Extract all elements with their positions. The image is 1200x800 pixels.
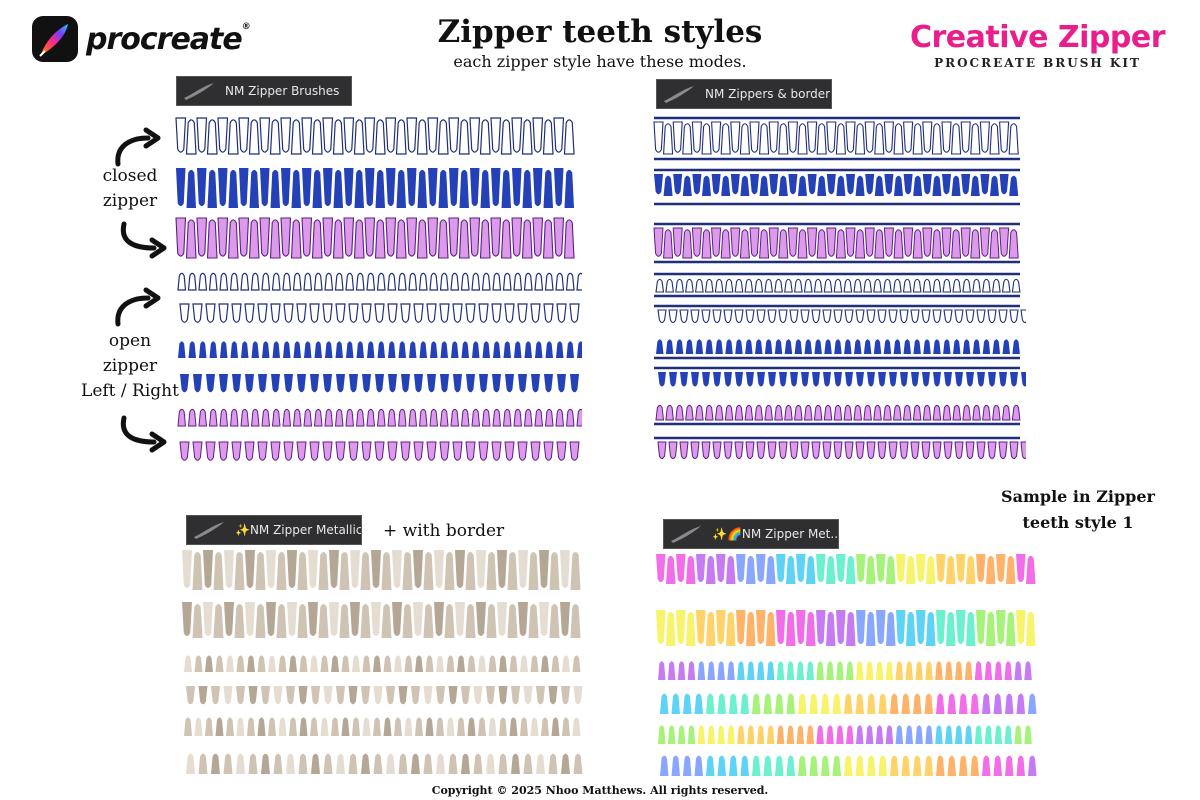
zipper-teeth-row — [175, 217, 575, 259]
sample-caption: Sample in Zipper teeth style 1 — [1001, 487, 1155, 532]
closed-zipper-label: closed zipper — [102, 166, 158, 211]
page-subtitle: each zipper style have these modes. — [453, 52, 747, 71]
zipper-teeth-row — [653, 227, 1019, 259]
copyright-footer: Copyright © 2025 Nhoo Matthews. All righ… — [431, 784, 769, 797]
zipper-teeth-row — [180, 374, 579, 393]
procreate-brush-icon — [32, 16, 78, 62]
zipper-teeth-row — [176, 168, 574, 208]
zipper-teeth-row — [177, 408, 582, 427]
zipper-teeth-row — [658, 661, 1032, 680]
procreate-logo: procreate® — [32, 16, 251, 62]
zipper-teeth-row — [184, 717, 581, 736]
zipper-teeth-row — [657, 441, 1026, 459]
brush-stroke-icon — [664, 86, 694, 103]
page-title: Zipper teeth styles — [437, 14, 763, 50]
brand-title: Creative Zipper — [910, 20, 1166, 55]
zipper-teeth-row — [655, 404, 1021, 421]
zipper-panel-bordered — [653, 116, 1026, 459]
zipper-teeth-row — [660, 755, 1037, 776]
zipper-teeth-row — [657, 309, 1026, 324]
zipper-panel-metallic — [182, 550, 583, 774]
zipper-teeth-row — [182, 550, 581, 590]
brush-chip-rainbow[interactable]: ✨🌈NM Zipper Met... — [663, 519, 839, 549]
zipper-teeth-row — [179, 441, 580, 461]
brand-block: Creative Zipper PROCREATE BRUSH KIT — [900, 20, 1175, 70]
brush-chip-label: ✨🌈NM Zipper Met... — [712, 527, 839, 541]
brush-chip-bordered[interactable]: NM Zippers & border — [656, 79, 832, 109]
brush-chip-label: NM Zippers & border — [705, 87, 831, 101]
open-zipper-label: open zipper Left / Right — [81, 331, 179, 401]
zipper-teeth-row — [186, 753, 583, 774]
brush-stroke-icon — [671, 526, 701, 543]
curved-arrow-icon — [115, 287, 161, 327]
zipper-panel-standard — [175, 117, 582, 461]
zipper-teeth-row — [656, 554, 1036, 584]
zipper-teeth-row — [654, 174, 1019, 196]
zipper-teeth-row — [653, 121, 1019, 155]
zipper-teeth-row — [656, 339, 1020, 354]
zipper-teeth-row — [658, 372, 1026, 387]
brush-chip-label: NM Zipper Brushes — [225, 84, 340, 98]
zipper-teeth-row — [177, 272, 582, 291]
brush-stroke-icon — [194, 522, 224, 539]
curved-arrow-icon — [120, 415, 167, 453]
zipper-teeth-row — [184, 655, 581, 672]
zipper-teeth-row — [175, 117, 575, 155]
procreate-wordmark: procreate® — [86, 21, 251, 57]
zipper-teeth-row — [178, 341, 582, 358]
zipper-teeth-row — [179, 303, 580, 323]
curved-arrow-icon — [115, 127, 161, 167]
curved-arrow-icon — [120, 221, 167, 259]
brush-chip-metallic[interactable]: ✨NM Zipper Metallic — [186, 515, 362, 545]
with-border-label: + with border — [383, 521, 505, 541]
brush-chip-standard[interactable]: NM Zipper Brushes — [176, 76, 352, 106]
brush-stroke-icon — [184, 83, 214, 100]
zipper-teeth-row — [182, 602, 581, 638]
zipper-teeth-row — [655, 278, 1021, 293]
brush-chip-label: ✨NM Zipper Metallic — [235, 523, 362, 537]
zipper-panel-rainbow — [656, 554, 1037, 776]
zipper-teeth-row — [660, 693, 1037, 714]
brand-subtitle: PROCREATE BRUSH KIT — [934, 56, 1141, 70]
zipper-teeth-row — [658, 725, 1032, 744]
zipper-teeth-row — [186, 686, 583, 705]
zipper-teeth-row — [656, 610, 1036, 646]
